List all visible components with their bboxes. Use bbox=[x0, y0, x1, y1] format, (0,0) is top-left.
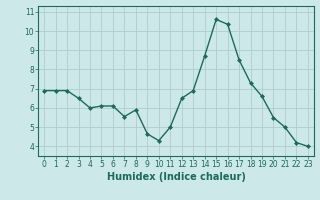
X-axis label: Humidex (Indice chaleur): Humidex (Indice chaleur) bbox=[107, 172, 245, 182]
